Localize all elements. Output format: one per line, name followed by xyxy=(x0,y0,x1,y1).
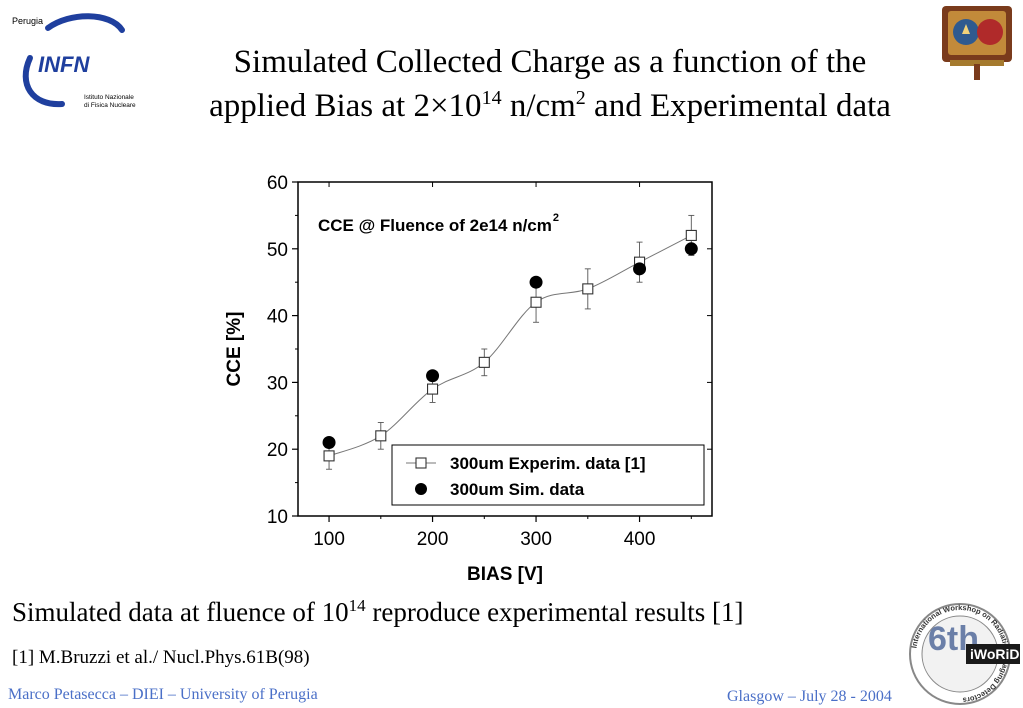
simulated-point xyxy=(322,436,336,450)
iworid-badge xyxy=(966,644,1020,664)
title-unit: n/cm xyxy=(501,88,576,124)
legend-label-simulated: 300um Sim. data xyxy=(450,480,585,499)
title-line-1: Simulated Collected Charge as a function… xyxy=(233,44,867,80)
infn-line-1: Istituto Nazionale xyxy=(84,94,134,101)
conclusion-tail: reproduce experimental results [1] xyxy=(365,597,744,627)
title-line-2: applied Bias at 2×1014 n/cm2 and Experim… xyxy=(150,84,950,128)
conclusion-exponent: 14 xyxy=(348,596,366,615)
chart-annotation-exponent: 2 xyxy=(553,212,559,224)
seal-shield-right xyxy=(977,19,1003,45)
infn-line-2: di Fisica Nucleare xyxy=(84,102,136,109)
experimental-point xyxy=(375,430,387,442)
y-tick-label: 40 xyxy=(267,307,288,328)
infn-arc-top xyxy=(45,13,125,33)
footer-event: Glasgow – July 28 - 2004 xyxy=(727,688,892,705)
x-axis-label: BIAS [V] xyxy=(467,564,543,585)
experimental-point xyxy=(685,229,697,241)
cce-chart: 10 20 30 40 50 60 100 200 300 400 BIAS [V] CCE [%] C… xyxy=(224,173,713,585)
experimental-fit-line xyxy=(328,234,692,457)
footer-author: Marco Petasecca – DIEI – University of P… xyxy=(8,686,318,703)
simulated-point xyxy=(684,242,698,256)
title-tail: and Experimental data xyxy=(585,88,891,124)
iworid-logo: International Workshop on Radiation Imag… xyxy=(909,603,1020,705)
x-tick-label: 200 xyxy=(417,529,449,550)
x-tick-label: 400 xyxy=(624,529,656,550)
title-unit-exponent: 2 xyxy=(575,87,586,109)
x-tick-label: 100 xyxy=(313,529,345,550)
infn-city: Perugia xyxy=(12,16,43,26)
simulated-point xyxy=(426,369,440,383)
legend-box xyxy=(391,444,705,506)
y-tick-label: 30 xyxy=(267,373,288,394)
x-tick-label: 300 xyxy=(520,529,552,550)
legend-marker-experimental xyxy=(415,457,427,469)
seal-stand xyxy=(974,64,980,80)
y-tick-label: 10 xyxy=(267,507,288,528)
infn-arc-bottom xyxy=(22,55,65,108)
experimental-point xyxy=(323,450,335,462)
experimental-point xyxy=(427,383,439,395)
simulated-point xyxy=(633,262,647,276)
simulated-point xyxy=(529,275,543,289)
y-tick-label: 60 xyxy=(267,173,288,194)
slide-title: Simulated Collected Charge as a function… xyxy=(150,40,950,128)
title-text: applied Bias at 2×10 xyxy=(209,88,482,124)
y-axis-label: CCE [%] xyxy=(224,312,245,387)
chart-layer: 10 20 30 40 50 60 100 200 300 400 BIAS [V] CCE [%] C… xyxy=(224,173,713,585)
experimental-point xyxy=(478,356,490,368)
seal-banner xyxy=(950,60,1004,66)
seal-emblem xyxy=(962,24,970,34)
conclusion-text: Simulated data at fluence of 1014 reprod… xyxy=(12,597,743,628)
infn-name: INFN xyxy=(38,52,90,77)
title-exponent: 14 xyxy=(481,87,502,109)
legend-label-experimental: 300um Experim. data [1] xyxy=(450,454,646,473)
infn-logo: Perugia INFN Istituto Nazionale di Fisic… xyxy=(12,13,136,109)
chart-annotation: CCE @ Fluence of 2e14 n/cm xyxy=(318,216,552,235)
legend-marker-simulated xyxy=(415,483,427,495)
university-seal xyxy=(942,6,1012,80)
experimental-point xyxy=(582,283,594,295)
experimental-point xyxy=(530,296,542,308)
iworid-name: iWoRiD xyxy=(970,646,1020,662)
y-tick-label: 20 xyxy=(267,440,288,461)
conclusion-main: Simulated data at fluence of 10 xyxy=(12,597,349,627)
reference-text: [1] M.Bruzzi et al./ Nucl.Phys.61B(98) xyxy=(12,647,310,668)
y-tick-label: 50 xyxy=(267,240,288,261)
